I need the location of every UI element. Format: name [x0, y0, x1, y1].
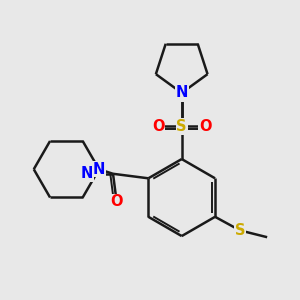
Text: N: N — [176, 86, 188, 101]
Text: S: S — [176, 119, 187, 134]
Text: S: S — [235, 223, 245, 238]
Text: N: N — [176, 85, 188, 100]
Text: N: N — [81, 166, 93, 181]
Text: O: O — [152, 119, 164, 134]
Text: N: N — [93, 162, 105, 177]
Text: O: O — [110, 194, 123, 209]
Text: O: O — [199, 119, 211, 134]
